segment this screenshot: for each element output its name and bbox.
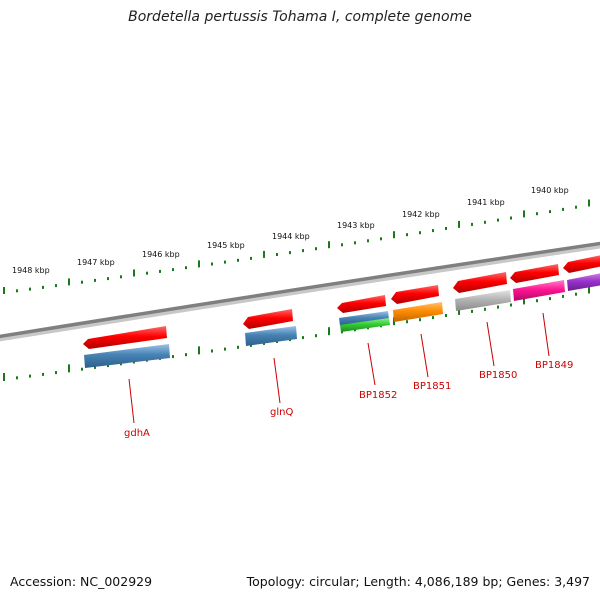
scale-label: 1946 kbp [142,250,180,259]
gene-block-gdhA[interactable] [84,344,170,368]
gene-arrow[interactable] [83,326,167,349]
outer-scale-ticks [3,199,590,294]
gene-label-BP1849[interactable]: BP1849 [535,360,573,371]
map-title: Bordetella pertussis Tohama I, complete … [128,9,472,25]
gene-arrow[interactable] [337,295,386,313]
accession-footer: Accession: NC_002929 [10,574,153,589]
gene-label-gdhA[interactable]: gdhA [124,428,150,439]
scale-label: 1942 kbp [402,210,440,219]
gene-label-BP1852[interactable]: BP1852 [359,390,397,401]
gene-label-BP1850[interactable]: BP1850 [479,370,517,381]
gene-block-BP1850[interactable] [455,290,511,311]
genome-backbone [0,241,600,339]
scale-label: 1943 kbp [337,221,375,230]
scale-label: 1947 kbp [77,258,115,267]
gene-block-purple[interactable] [567,273,600,291]
scale-label: 1948 kbp [12,266,50,275]
genome-backbone-shadow [0,242,600,342]
scale-label: 1940 kbp [531,186,569,195]
reverse-strand-features [84,273,600,368]
gene-arrow[interactable] [453,272,507,293]
gene-arrow[interactable] [510,264,559,283]
scale-label: 1945 kbp [207,241,245,250]
topology-footer: Topology: circular; Length: 4,086,189 bp… [246,574,590,589]
gene-arrow[interactable] [243,309,293,329]
gene-block-glnQ[interactable] [245,326,297,346]
gene-arrow[interactable] [391,285,439,304]
gene-label-BP1851[interactable]: BP1851 [413,381,451,392]
gene-block-green[interactable] [340,318,390,332]
gene-label-glnQ[interactable]: glnQ [270,407,293,418]
gene-block-BP1851[interactable] [393,302,443,322]
forward-strand-features [83,255,600,349]
scale-label: 1941 kbp [467,198,505,207]
gene-arrow[interactable] [563,255,600,273]
scale-label: 1944 kbp [272,232,310,241]
gene-block-BP1849[interactable] [513,280,565,301]
gene-block-BP1852[interactable] [339,311,389,326]
gene-label-leaders [128,312,550,424]
